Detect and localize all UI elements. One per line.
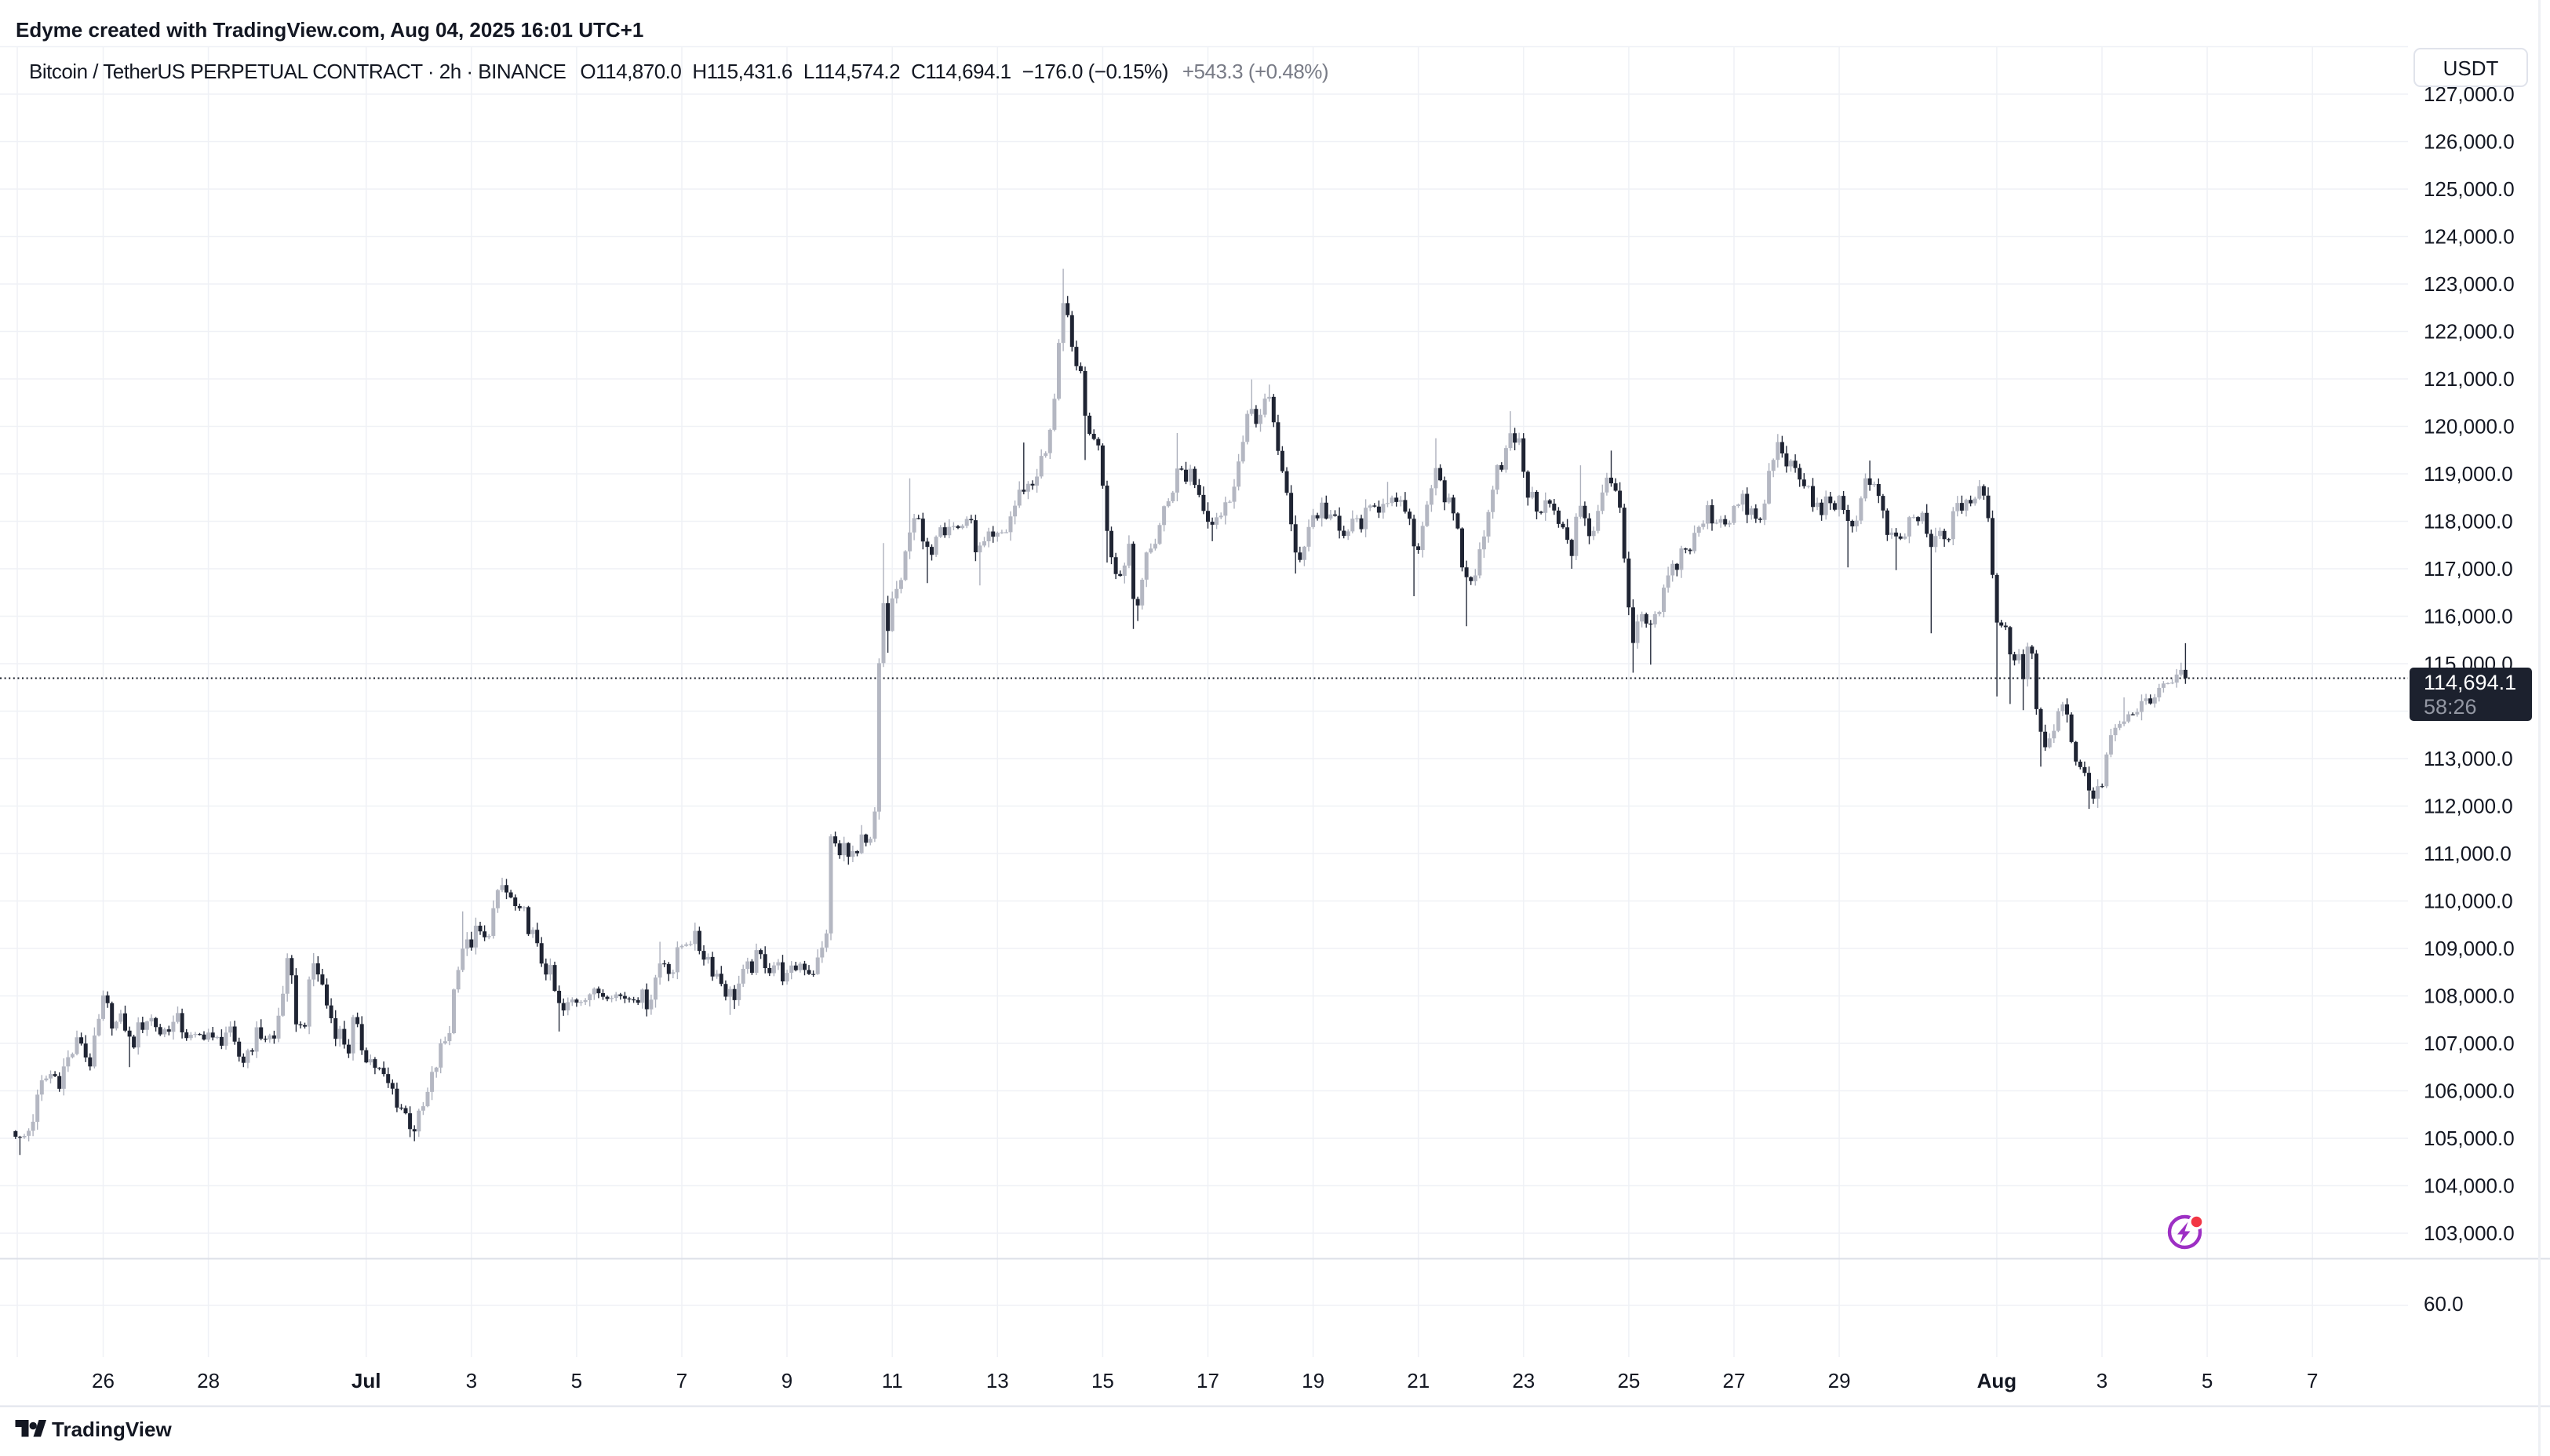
svg-text:111,000.0: 111,000.0	[2424, 842, 2512, 865]
svg-text:126,000.0: 126,000.0	[2424, 130, 2515, 154]
svg-text:58:26: 58:26	[2424, 695, 2477, 719]
svg-text:122,000.0: 122,000.0	[2424, 320, 2515, 344]
svg-text:21: 21	[1407, 1369, 1430, 1392]
svg-text:121,000.0: 121,000.0	[2424, 367, 2515, 391]
svg-text:Jul: Jul	[352, 1369, 381, 1392]
svg-text:28: 28	[197, 1369, 220, 1392]
svg-text:7: 7	[2307, 1369, 2318, 1392]
svg-text:Edyme created with TradingView: Edyme created with TradingView.com, Aug …	[16, 18, 643, 42]
svg-text:Aug: Aug	[1977, 1369, 2017, 1392]
svg-text:7: 7	[676, 1369, 687, 1392]
svg-text:123,000.0: 123,000.0	[2424, 272, 2515, 296]
svg-text:103,000.0: 103,000.0	[2424, 1221, 2515, 1245]
svg-text:113,000.0: 113,000.0	[2424, 747, 2513, 770]
svg-text:118,000.0: 118,000.0	[2424, 510, 2513, 533]
svg-text:107,000.0: 107,000.0	[2424, 1032, 2515, 1055]
svg-text:11: 11	[882, 1369, 903, 1392]
svg-text:USDT: USDT	[2443, 56, 2499, 80]
svg-text:5: 5	[571, 1369, 582, 1392]
svg-text:26: 26	[92, 1369, 115, 1392]
svg-text:106,000.0: 106,000.0	[2424, 1079, 2515, 1103]
svg-text:114,694.1: 114,694.1	[2424, 671, 2516, 694]
svg-text:116,000.0: 116,000.0	[2424, 605, 2513, 628]
svg-text:110,000.0: 110,000.0	[2424, 890, 2513, 913]
svg-text:TradingView: TradingView	[52, 1418, 172, 1441]
svg-text:104,000.0: 104,000.0	[2424, 1174, 2515, 1198]
svg-text:13: 13	[986, 1369, 1009, 1392]
svg-text:105,000.0: 105,000.0	[2424, 1127, 2515, 1150]
svg-text:17: 17	[1197, 1369, 1219, 1392]
svg-text:Bitcoin / TetherUS PERPETUAL C: Bitcoin / TetherUS PERPETUAL CONTRACT · …	[29, 60, 1328, 83]
svg-text:112,000.0: 112,000.0	[2424, 795, 2513, 818]
svg-text:19: 19	[1302, 1369, 1324, 1392]
svg-text:5: 5	[2202, 1369, 2213, 1392]
svg-text:124,000.0: 124,000.0	[2424, 225, 2515, 249]
svg-text:117,000.0: 117,000.0	[2424, 557, 2513, 581]
svg-text:25: 25	[1617, 1369, 1640, 1392]
svg-text:120,000.0: 120,000.0	[2424, 415, 2515, 439]
svg-text:29: 29	[1828, 1369, 1851, 1392]
svg-text:109,000.0: 109,000.0	[2424, 937, 2515, 960]
svg-text:9: 9	[781, 1369, 792, 1392]
svg-text:15: 15	[1091, 1369, 1114, 1392]
svg-text:23: 23	[1512, 1369, 1535, 1392]
svg-text:27: 27	[1723, 1369, 1746, 1392]
svg-text:125,000.0: 125,000.0	[2424, 177, 2515, 201]
svg-text:3: 3	[466, 1369, 477, 1392]
svg-text:60.0: 60.0	[2424, 1292, 2464, 1316]
svg-text:108,000.0: 108,000.0	[2424, 985, 2515, 1008]
svg-text:119,000.0: 119,000.0	[2424, 462, 2513, 486]
svg-text:3: 3	[2096, 1369, 2107, 1392]
